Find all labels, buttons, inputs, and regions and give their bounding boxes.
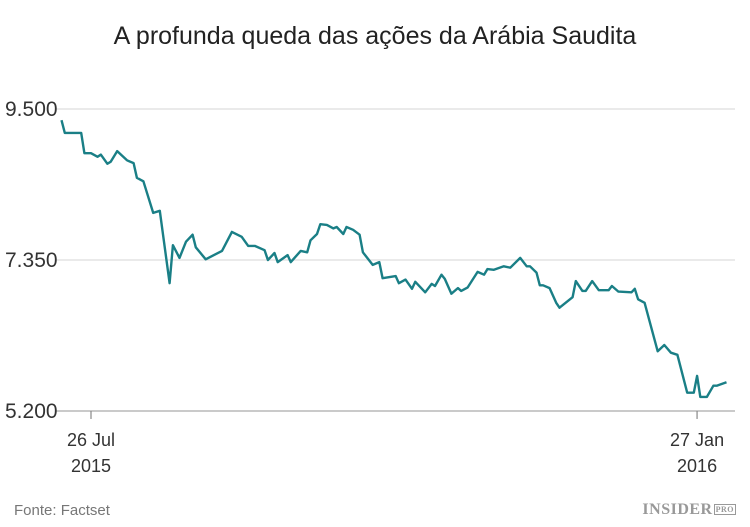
insider-pro-logo: INSIDER PRO (642, 501, 736, 519)
logo-sub: PRO (713, 504, 736, 515)
y-tick-label: 7.350 (5, 249, 58, 272)
x-tick-year: 2015 (71, 456, 111, 476)
x-tick-label: 27 Jan (670, 430, 724, 450)
x-tick-year: 2016 (677, 456, 717, 476)
y-tick-label: 9.500 (5, 98, 58, 121)
source-note: Fonte: Factset (14, 502, 110, 519)
chart-title: A profunda queda das ações da Arábia Sau… (113, 22, 637, 50)
x-tick-label: 26 Jul (67, 430, 115, 450)
y-tick-label: 5.200 (5, 400, 58, 423)
logo-main: INSIDER (642, 501, 713, 518)
price-line (60, 119, 727, 399)
